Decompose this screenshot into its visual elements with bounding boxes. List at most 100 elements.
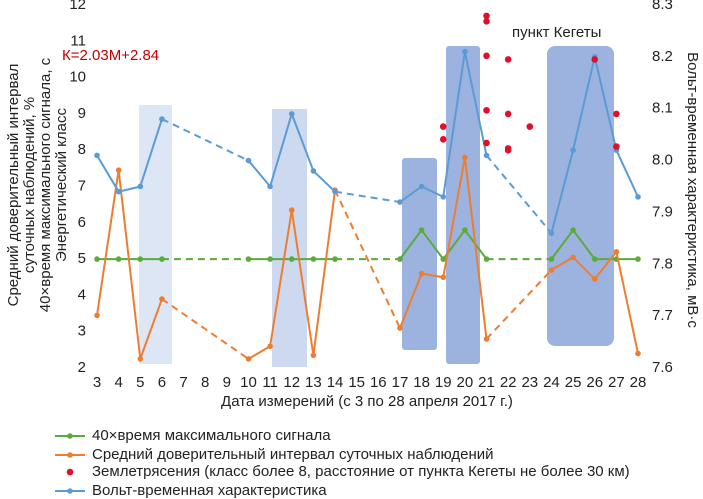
point — [137, 183, 144, 190]
point — [635, 194, 641, 200]
line-segment — [399, 185, 423, 203]
point — [245, 356, 252, 362]
point — [440, 274, 447, 281]
x-tick-label: 28 — [630, 374, 647, 391]
y-tick-label: 11 — [70, 32, 86, 49]
point — [397, 325, 403, 331]
line-segment — [139, 118, 163, 187]
earthquake-point — [504, 146, 512, 154]
point — [440, 256, 447, 262]
point — [613, 249, 620, 255]
point — [418, 227, 425, 233]
line-segment — [139, 298, 163, 360]
point — [570, 227, 576, 233]
point — [137, 356, 144, 362]
x-tick-label: 18 — [413, 374, 430, 391]
y-tick-label: 8 — [78, 141, 86, 158]
x-tick-label: 10 — [240, 374, 257, 391]
line-segment — [572, 256, 596, 280]
x-tick-label: 14 — [327, 374, 344, 391]
y2-tick-label: 8.2 — [652, 48, 673, 65]
point — [462, 227, 468, 233]
y2-tick-label: 8.3 — [652, 0, 673, 13]
point — [115, 188, 122, 195]
earthquake-point — [483, 139, 490, 147]
x-tick-label: 22 — [500, 374, 517, 391]
x-tick-label: 13 — [305, 374, 322, 391]
x-tick-label: 4 — [114, 374, 122, 391]
y-axis-label-line: Средний доверительный интервал — [5, 64, 22, 307]
y2-tick-label: 8.0 — [652, 152, 673, 169]
point — [267, 183, 273, 190]
line-segment — [485, 269, 553, 340]
point — [332, 188, 338, 195]
x-tick-label: 3 — [93, 374, 101, 391]
point — [635, 350, 641, 357]
y2-tick-label: 7.8 — [652, 255, 673, 272]
line-segment — [312, 190, 337, 356]
line-segment — [118, 185, 141, 193]
y2-tick-label: 7.7 — [652, 307, 673, 324]
x-tick-label: 5 — [136, 374, 144, 391]
y-axis-label-line: Энергетический класс — [53, 108, 70, 262]
line-segment — [161, 298, 250, 360]
point — [267, 343, 273, 350]
point — [462, 154, 468, 161]
line-segment — [290, 113, 315, 172]
annotation: пункт Кегеты — [512, 24, 601, 41]
line-segment — [290, 209, 315, 356]
x-tick-label: 17 — [392, 374, 409, 391]
point — [548, 267, 555, 273]
point — [591, 276, 598, 282]
point — [94, 312, 100, 319]
line-segment — [334, 189, 401, 329]
line-segment — [615, 251, 639, 354]
x-tick-label: 7 — [179, 374, 187, 391]
line-segment — [615, 149, 639, 198]
y-tick-label: 5 — [78, 250, 86, 267]
point — [159, 296, 165, 302]
line-segment — [96, 154, 120, 193]
y-tick-label: 3 — [78, 323, 86, 340]
earthquake-point — [526, 123, 534, 130]
line-segment — [334, 190, 401, 204]
y-tick-label: 4 — [78, 286, 86, 303]
point — [570, 254, 576, 261]
highlight-bands — [139, 46, 614, 367]
y-tick-label: 9 — [78, 105, 86, 122]
y2-axis-label: Вольт-временная характеристика, мВ·с — [684, 52, 701, 328]
point — [440, 194, 447, 200]
y-tick-label: 6 — [78, 214, 86, 231]
earthquake-point — [483, 106, 490, 114]
point — [288, 256, 295, 262]
y-tick-label: 10 — [69, 69, 86, 86]
x-tick-label: 6 — [158, 374, 166, 391]
earthquake-point — [613, 143, 620, 150]
line-segment — [421, 272, 444, 279]
annotation: К=2.03М+2.84 — [62, 47, 159, 64]
point — [310, 256, 317, 262]
x-tick-label: 20 — [457, 374, 474, 391]
y-tick-label: 7 — [78, 177, 86, 194]
x-tick-label: 26 — [586, 374, 603, 391]
y-axis-label-line: суточных наблюдений, % — [21, 97, 38, 273]
x-tick-label: 27 — [608, 374, 625, 391]
point — [94, 256, 100, 262]
legend-marker — [67, 488, 73, 494]
line-segment — [247, 159, 271, 188]
line-segment — [161, 118, 249, 162]
band — [272, 109, 307, 367]
point — [245, 157, 252, 164]
earthquake-point — [483, 18, 490, 25]
point — [483, 256, 490, 262]
point — [462, 48, 468, 55]
line-segment — [312, 170, 336, 193]
x-tick-label: 15 — [348, 374, 365, 391]
point — [483, 152, 490, 159]
line-segment — [463, 51, 488, 156]
point — [418, 270, 425, 277]
y-axis-label: Средний доверительный интервал суточных … — [5, 57, 70, 312]
earthquake-point — [483, 12, 490, 20]
point — [310, 168, 317, 174]
line-segment — [399, 229, 423, 260]
